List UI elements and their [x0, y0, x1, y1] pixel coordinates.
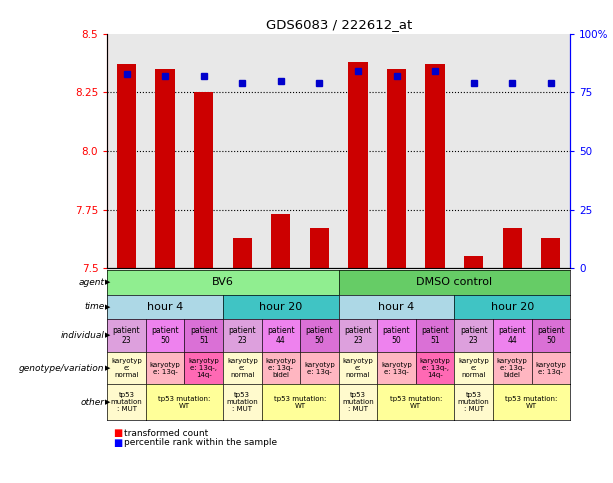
- Text: ■: ■: [113, 438, 123, 448]
- Text: patient
44: patient 44: [498, 326, 526, 345]
- Text: tp53 mutation:
WT: tp53 mutation: WT: [390, 396, 442, 409]
- Text: patient
23: patient 23: [460, 326, 487, 345]
- Text: karyotyp
e:
normal: karyotyp e: normal: [459, 358, 489, 378]
- Text: karyotyp
e: 13q-,
14q-: karyotyp e: 13q-, 14q-: [188, 358, 219, 378]
- Text: karyotyp
e: 13q-: karyotyp e: 13q-: [304, 362, 335, 374]
- Text: patient
50: patient 50: [383, 326, 410, 345]
- Bar: [117, 64, 136, 268]
- Text: tp53
mutation
: MUT: tp53 mutation : MUT: [111, 392, 142, 412]
- Text: patient
50: patient 50: [537, 326, 565, 345]
- Bar: [232, 238, 252, 268]
- Text: hour 20: hour 20: [490, 302, 534, 312]
- Text: agent: agent: [78, 278, 104, 286]
- Text: tp53
mutation
: MUT: tp53 mutation : MUT: [226, 392, 258, 412]
- Bar: [425, 64, 445, 268]
- Text: patient
23: patient 23: [229, 326, 256, 345]
- Text: individual: individual: [60, 331, 104, 340]
- Bar: [156, 69, 175, 268]
- Text: karyotyp
e:
normal: karyotyp e: normal: [227, 358, 257, 378]
- Text: tp53
mutation
: MUT: tp53 mutation : MUT: [458, 392, 490, 412]
- Text: hour 20: hour 20: [259, 302, 302, 312]
- Text: ▶: ▶: [105, 279, 111, 285]
- Text: patient
23: patient 23: [344, 326, 371, 345]
- Text: hour 4: hour 4: [147, 302, 183, 312]
- Bar: [310, 228, 329, 268]
- Text: ▶: ▶: [105, 365, 111, 371]
- Bar: [271, 214, 291, 268]
- Bar: [348, 62, 368, 268]
- Text: tp53 mutation:
WT: tp53 mutation: WT: [274, 396, 326, 409]
- Bar: [464, 256, 483, 268]
- Text: tp53 mutation:
WT: tp53 mutation: WT: [158, 396, 211, 409]
- Text: patient
50: patient 50: [151, 326, 179, 345]
- Text: tp53 mutation:
WT: tp53 mutation: WT: [505, 396, 558, 409]
- Bar: [503, 228, 522, 268]
- Text: karyotyp
e: 13q-: karyotyp e: 13q-: [381, 362, 412, 374]
- Text: ▶: ▶: [105, 304, 111, 310]
- Text: karyotyp
e: 13q-
bidel: karyotyp e: 13q- bidel: [497, 358, 528, 378]
- Text: karyotyp
e:
normal: karyotyp e: normal: [111, 358, 142, 378]
- Text: transformed count: transformed count: [124, 429, 208, 438]
- Text: other: other: [80, 398, 104, 407]
- Bar: [387, 69, 406, 268]
- Text: DMSO control: DMSO control: [416, 277, 492, 287]
- Text: ■: ■: [113, 428, 123, 438]
- Text: karyotyp
e: 13q-: karyotyp e: 13q-: [535, 362, 566, 374]
- Bar: [541, 238, 560, 268]
- Text: karyotyp
e: 13q-,
14q-: karyotyp e: 13q-, 14q-: [420, 358, 451, 378]
- Text: karyotyp
e:
normal: karyotyp e: normal: [343, 358, 373, 378]
- Text: patient
23: patient 23: [113, 326, 140, 345]
- Text: BV6: BV6: [212, 277, 234, 287]
- Text: ▶: ▶: [105, 332, 111, 338]
- Text: karyotyp
e: 13q-: karyotyp e: 13q-: [150, 362, 180, 374]
- Text: patient
51: patient 51: [421, 326, 449, 345]
- Text: time: time: [84, 302, 104, 311]
- Text: patient
51: patient 51: [190, 326, 218, 345]
- Text: patient
44: patient 44: [267, 326, 295, 345]
- Text: karyotyp
e: 13q-
bidel: karyotyp e: 13q- bidel: [265, 358, 296, 378]
- Text: genotype/variation: genotype/variation: [19, 364, 104, 372]
- Text: patient
50: patient 50: [306, 326, 333, 345]
- Text: ▶: ▶: [105, 399, 111, 405]
- Text: percentile rank within the sample: percentile rank within the sample: [124, 439, 278, 447]
- Bar: [194, 92, 213, 268]
- Title: GDS6083 / 222612_at: GDS6083 / 222612_at: [265, 18, 412, 31]
- Text: tp53
mutation
: MUT: tp53 mutation : MUT: [342, 392, 374, 412]
- Text: hour 4: hour 4: [378, 302, 414, 312]
